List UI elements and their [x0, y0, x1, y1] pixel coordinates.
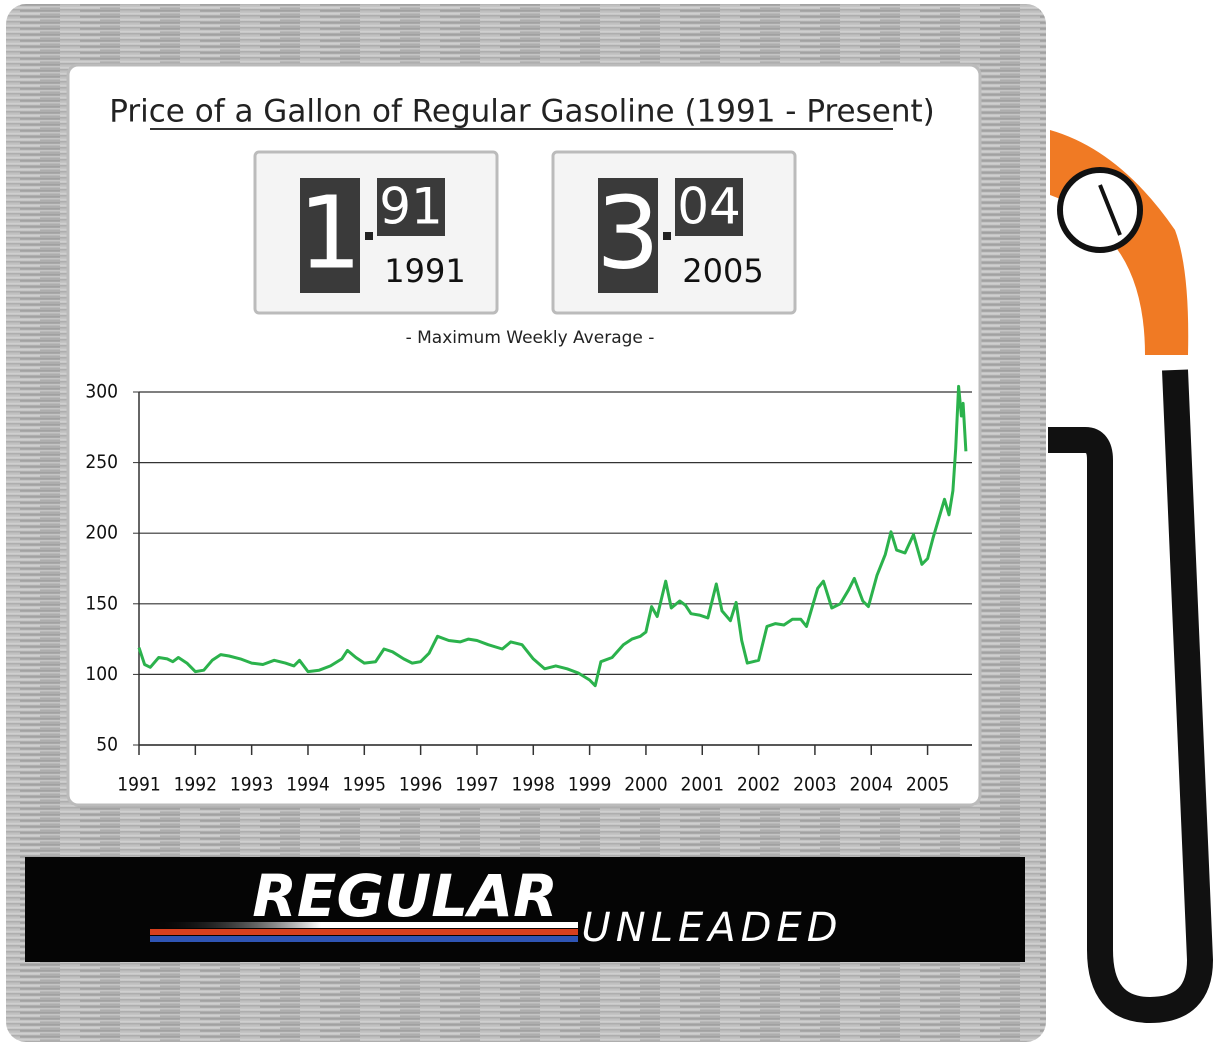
- x-tick-label: 2003: [793, 774, 837, 796]
- price-cents: 04: [677, 178, 741, 236]
- price-year: 1991: [384, 252, 465, 290]
- price-year: 2005: [682, 252, 763, 290]
- page: Price of a Gallon of Regular Gasoline (1…: [0, 0, 1221, 1042]
- price-dollars: 1: [298, 174, 362, 291]
- x-tick-label: 1998: [512, 774, 556, 796]
- x-tick-label: 2005: [906, 774, 950, 796]
- y-tick-label: 100: [85, 663, 118, 685]
- x-tick-label: 2001: [681, 774, 725, 796]
- price-cents: 91: [379, 178, 443, 236]
- x-tick-label: 1992: [174, 774, 218, 796]
- x-tick-label: 1993: [230, 774, 274, 796]
- x-tick-label: 1999: [568, 774, 612, 796]
- chart-title: Price of a Gallon of Regular Gasoline (1…: [109, 94, 934, 130]
- x-tick-label: 1996: [399, 774, 443, 796]
- y-tick-label: 200: [85, 522, 118, 544]
- x-tick-label: 2004: [849, 774, 893, 796]
- price-dot: [663, 232, 671, 240]
- chart-subtitle: - Maximum Weekly Average -: [406, 328, 655, 348]
- nozzle-gauge: [1060, 170, 1140, 250]
- y-tick-label: 300: [85, 381, 118, 403]
- grade: UNLEADED: [582, 905, 843, 951]
- y-tick-label: 50: [96, 734, 118, 756]
- x-tick-label: 2000: [624, 774, 668, 796]
- screen: [68, 65, 980, 805]
- x-tick-label: 1994: [286, 774, 330, 796]
- hose: [1048, 370, 1200, 1010]
- stripe: [150, 936, 578, 942]
- x-tick-label: 2002: [737, 774, 781, 796]
- price-dot: [365, 232, 373, 240]
- x-tick-label: 1995: [343, 774, 387, 796]
- x-tick-label: 1997: [455, 774, 499, 796]
- y-tick-label: 150: [85, 592, 118, 614]
- brand: REGULAR: [252, 862, 558, 930]
- x-tick-label: 1991: [117, 774, 161, 796]
- price-dollars: 3: [596, 174, 660, 291]
- y-tick-label: 250: [85, 451, 118, 473]
